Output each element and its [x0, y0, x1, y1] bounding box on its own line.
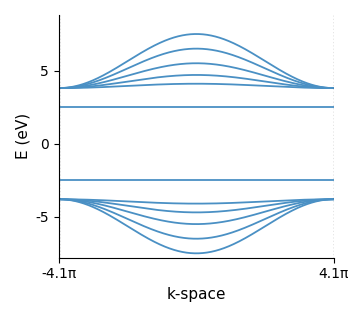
Y-axis label: E (eV): E (eV)	[15, 113, 30, 159]
X-axis label: k-space: k-space	[167, 287, 226, 302]
